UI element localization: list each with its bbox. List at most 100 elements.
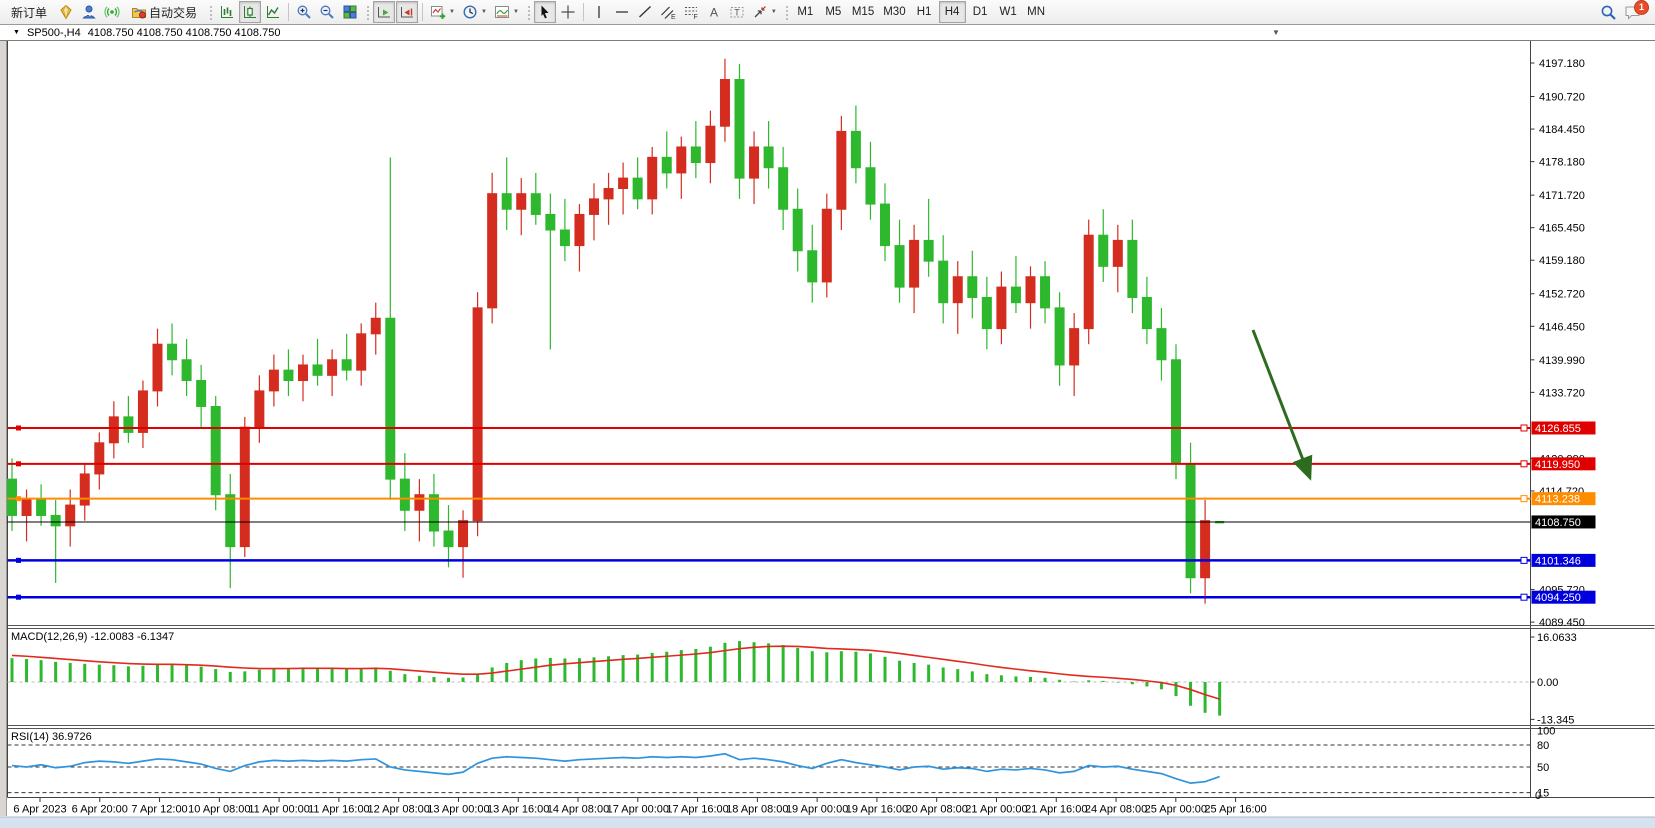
- trend-arrow[interactable]: [1251, 329, 1313, 481]
- price-line-anchor[interactable]: [1520, 460, 1528, 468]
- price-line-handle[interactable]: [16, 461, 21, 467]
- time-axis-label: 6 Apr 20:00: [72, 804, 128, 816]
- chart-dropdown-icon[interactable]: ▼: [13, 29, 20, 36]
- text-label-icon: T: [730, 7, 744, 18]
- text-button[interactable]: A: [703, 1, 725, 23]
- candle: [603, 187, 614, 200]
- timeframe-W1[interactable]: W1: [995, 1, 1022, 23]
- chart-titlebar[interactable]: ▼ SP500-,H4 4108.750 4108.750 4108.750 4…: [0, 25, 1655, 41]
- timeframe-H1[interactable]: H1: [911, 1, 938, 23]
- crosshair-button[interactable]: [557, 1, 579, 23]
- auto-scroll-button[interactable]: [373, 1, 396, 23]
- time-axis-label: 13 Apr 16:00: [487, 804, 549, 816]
- macd-signal-line: [11, 645, 1220, 700]
- candle: [676, 146, 687, 174]
- candle: [327, 359, 338, 376]
- indicators-button[interactable]: ▼: [427, 1, 458, 23]
- price-line-handle[interactable]: [16, 496, 21, 502]
- candle: [981, 296, 992, 330]
- window-bottom-strip: [0, 817, 1655, 828]
- price-line-label-box: [1531, 553, 1596, 567]
- timeframe-M15[interactable]: M15: [848, 1, 878, 23]
- price-line-anchor[interactable]: [1520, 593, 1528, 601]
- candle: [574, 213, 585, 247]
- rsi-axis-label: 80: [1537, 740, 1549, 752]
- zoom-in-button[interactable]: [293, 1, 315, 23]
- candle: [821, 208, 832, 283]
- timeframe-H4[interactable]: H4: [938, 1, 966, 23]
- chat-button-wrapper: 1: [1621, 0, 1649, 23]
- price-line-anchor[interactable]: [1520, 495, 1528, 503]
- candle: [719, 79, 730, 127]
- chart-canvas[interactable]: 4197.180 4190.720 4184.450 4178.180 4171.720…: [0, 41, 1655, 828]
- arrows-button[interactable]: ▼: [749, 1, 780, 23]
- price-line-handle[interactable]: [16, 594, 21, 600]
- fibonacci-button[interactable]: F: [680, 1, 702, 23]
- text-label-button[interactable]: T: [726, 1, 748, 23]
- timeframe-group: M1 M5 M15 M30 H1 H4 D1 W1 MN: [792, 1, 1050, 23]
- rsi-axis-label: 0: [1535, 790, 1541, 802]
- candle: [94, 442, 105, 475]
- text-icon: A: [710, 6, 718, 20]
- candlestick-chart-button[interactable]: [239, 1, 262, 23]
- time-axis-label: 19 Apr 00:00: [786, 804, 848, 816]
- timeframe-M1[interactable]: M1: [792, 1, 819, 23]
- price-line-handle[interactable]: [16, 425, 21, 431]
- candle: [458, 520, 469, 548]
- candle: [618, 177, 629, 189]
- left-gutter: [0, 41, 7, 816]
- auto-trading-button[interactable]: 自动交易: [124, 1, 204, 23]
- candle: [108, 416, 119, 444]
- timeframe-D1[interactable]: D1: [967, 1, 994, 23]
- new-order-button[interactable]: 新订单: [4, 1, 54, 23]
- auto-trading-icon: [132, 8, 147, 19]
- horizontal-line-button[interactable]: [611, 1, 633, 23]
- cursor-button[interactable]: [533, 1, 556, 23]
- candle: [268, 369, 279, 392]
- new-order-label: 新订单: [11, 5, 48, 20]
- equidistant-channel-button[interactable]: E: [657, 1, 679, 23]
- candle: [836, 130, 847, 210]
- price-line-anchor[interactable]: [1520, 556, 1528, 564]
- timeframe-MN[interactable]: MN: [1023, 1, 1050, 23]
- chart-shift-button[interactable]: [396, 1, 419, 23]
- account-button[interactable]: [78, 1, 100, 23]
- price-line-label: 4126.855: [1535, 423, 1581, 435]
- line-chart-button[interactable]: [262, 1, 284, 23]
- crystal-icon: [60, 4, 72, 20]
- tile-windows-button[interactable]: [339, 1, 361, 23]
- trendline-button[interactable]: [634, 1, 656, 23]
- bar-chart-icon: [221, 6, 234, 18]
- candle: [1098, 234, 1109, 267]
- trendline-icon: [638, 5, 651, 18]
- timeframe-M30[interactable]: M30: [879, 1, 909, 23]
- zoom-out-button[interactable]: [316, 1, 338, 23]
- zoom-out-icon: [320, 5, 334, 19]
- cursor-icon: [541, 5, 549, 19]
- arrows-icon: [754, 6, 766, 18]
- bar-chart-button[interactable]: [216, 1, 238, 23]
- price-line-label-box: [1531, 492, 1596, 506]
- search-button[interactable]: [1597, 1, 1620, 23]
- price-line-handle[interactable]: [16, 557, 21, 563]
- svg-text:A: A: [710, 6, 718, 20]
- candle: [356, 333, 367, 371]
- signal-button[interactable]: [101, 1, 123, 23]
- candle: [1083, 234, 1094, 330]
- vertical-line-button[interactable]: [588, 1, 610, 23]
- price-line-anchor[interactable]: [1520, 424, 1528, 432]
- candle: [254, 390, 265, 428]
- notification-badge[interactable]: 1: [1634, 0, 1649, 15]
- timeframe-M5[interactable]: M5: [820, 1, 847, 23]
- price-line-label: 4119.950: [1535, 459, 1580, 471]
- periods-button[interactable]: ▼: [459, 1, 490, 23]
- templates-button[interactable]: ▼: [491, 1, 522, 23]
- candle: [137, 390, 148, 433]
- crosshair-icon: [561, 5, 575, 19]
- mql-market-button[interactable]: [55, 1, 77, 23]
- dropdown-caret-icon: ▼: [480, 9, 487, 15]
- macd-axis-label: 0.00: [1537, 677, 1558, 689]
- candle: [632, 177, 643, 200]
- auto-scroll-icon: [378, 7, 391, 18]
